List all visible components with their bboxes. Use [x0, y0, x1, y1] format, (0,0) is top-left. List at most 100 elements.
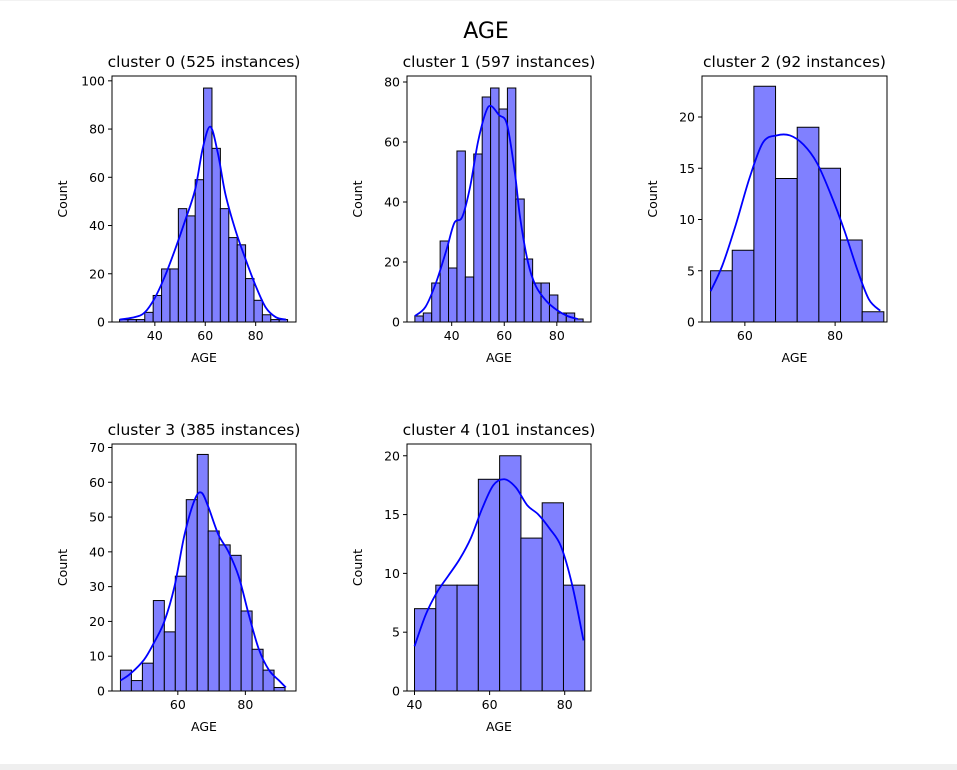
y-tick-label: 40	[89, 544, 105, 559]
subplot-cluster-1: cluster 1 (597 instances) 40 60 80 0 20 40 60 80…	[350, 53, 595, 365]
histogram-bar	[796, 126, 820, 323]
x-axis-label: AGE	[191, 350, 217, 365]
x-tick-label: 60	[170, 697, 186, 712]
x-axis-label: AGE	[191, 719, 217, 734]
y-tick-label: 0	[97, 684, 105, 699]
histogram-bar	[775, 178, 798, 323]
y-tick-label: 20	[89, 266, 105, 281]
histogram-bar	[448, 267, 458, 323]
histogram-bar	[422, 312, 433, 323]
subplot-title: cluster 0 (525 instances)	[108, 53, 301, 71]
y-tick-label: 5	[392, 625, 400, 640]
histogram-bar	[186, 215, 196, 323]
kde-curve	[119, 125, 287, 321]
x-tick-label: 40	[147, 328, 163, 343]
histogram-bar	[490, 87, 500, 323]
x-tick-label: 80	[557, 697, 573, 712]
subplot-cluster-2: cluster 2 (92 instances) 60 80 0 5 10 15 20 AGE C…	[645, 53, 888, 365]
x-tick-label: 60	[197, 328, 213, 343]
histogram-bar	[174, 575, 187, 692]
histogram-bar	[473, 153, 483, 323]
y-tick-label: 60	[89, 475, 105, 490]
y-tick-label: 80	[384, 75, 400, 90]
subplot-cluster-4: cluster 4 (101 instances) 40 60 80 0 5 10 15 20 A…	[350, 421, 595, 734]
figure-suptitle: AGE	[463, 19, 509, 44]
subplot-cluster-3: cluster 3 (385 instances) 60 80 0 10 20 30 40 50…	[55, 421, 300, 734]
y-tick-label: 0	[97, 315, 105, 330]
histogram-bar	[211, 147, 221, 323]
kde-curve	[119, 491, 287, 689]
histogram-bar	[464, 276, 475, 323]
y-tick-label: 15	[384, 507, 400, 522]
x-tick-label: 40	[444, 328, 460, 343]
kde-curve	[413, 478, 585, 647]
histogram-bar	[456, 150, 466, 323]
histogram-bar	[203, 87, 213, 323]
y-tick-label: 20	[384, 448, 400, 463]
x-tick-label: 60	[737, 328, 753, 343]
subplot-title: cluster 4 (101 instances)	[403, 421, 596, 439]
axes-frame	[406, 75, 592, 323]
histogram-bar	[861, 311, 885, 323]
histogram-bar	[456, 584, 479, 692]
histogram-bar	[130, 680, 143, 692]
axes-frame	[111, 75, 297, 323]
histogram-bar	[731, 249, 755, 323]
y-axis-label: Count	[350, 180, 365, 217]
y-tick-label: 40	[384, 195, 400, 210]
x-axis-label: AGE	[486, 350, 512, 365]
histogram-bar	[710, 270, 733, 323]
y-tick-label: 60	[384, 135, 400, 150]
histogram-bar	[261, 314, 272, 323]
kde-curve	[414, 104, 579, 320]
histogram-bar	[273, 687, 286, 692]
histogram-bar	[498, 108, 508, 323]
histogram-bar	[506, 87, 517, 323]
histogram-bar	[541, 502, 564, 692]
y-tick-label: 20	[679, 110, 695, 125]
histogram-bar	[141, 662, 154, 692]
y-tick-label: 10	[89, 649, 105, 664]
y-tick-label: 0	[687, 315, 695, 330]
top-border	[0, 0, 957, 1]
histogram-bar	[228, 237, 238, 323]
y-tick-label: 30	[89, 579, 105, 594]
kde-curve	[709, 133, 881, 312]
y-tick-label: 0	[392, 315, 400, 330]
histogram-bar	[245, 278, 255, 323]
y-tick-label: 5	[687, 263, 695, 278]
subplot-grid: cluster 0 (525 instances) 40 60 80 0 20 40 60 80…	[55, 53, 888, 734]
y-tick-label: 70	[89, 440, 105, 455]
axes-frame	[111, 443, 297, 692]
axes-frame	[701, 75, 888, 323]
histogram-bar	[435, 584, 458, 692]
subplot-title: cluster 3 (385 instances)	[108, 421, 301, 439]
histogram-bar	[219, 208, 230, 323]
y-tick-label: 10	[679, 212, 695, 227]
y-tick-label: 10	[384, 566, 400, 581]
histogram-bar	[163, 631, 176, 692]
y-axis-label: Count	[350, 549, 365, 586]
x-tick-label: 40	[407, 697, 423, 712]
y-tick-label: 50	[89, 510, 105, 525]
y-axis-label: Count	[55, 180, 70, 217]
histogram-bar	[523, 258, 534, 323]
histogram-bar	[218, 544, 231, 692]
y-tick-label: 60	[89, 170, 105, 185]
bottom-border	[0, 764, 957, 770]
histogram-bar	[169, 268, 179, 323]
subplot-title: cluster 2 (92 instances)	[703, 53, 886, 71]
x-tick-label: 80	[827, 328, 843, 343]
histogram-bar	[161, 268, 171, 323]
y-tick-label: 100	[81, 73, 105, 88]
x-tick-label: 60	[496, 328, 512, 343]
histogram-bar	[152, 600, 165, 692]
x-tick-label: 80	[549, 328, 565, 343]
y-axis-label: Count	[645, 180, 660, 217]
histogram-bar	[185, 499, 198, 692]
y-tick-label: 15	[679, 161, 695, 176]
histogram-bar	[439, 240, 450, 323]
x-tick-label: 80	[248, 328, 264, 343]
x-axis-label: AGE	[486, 719, 512, 734]
